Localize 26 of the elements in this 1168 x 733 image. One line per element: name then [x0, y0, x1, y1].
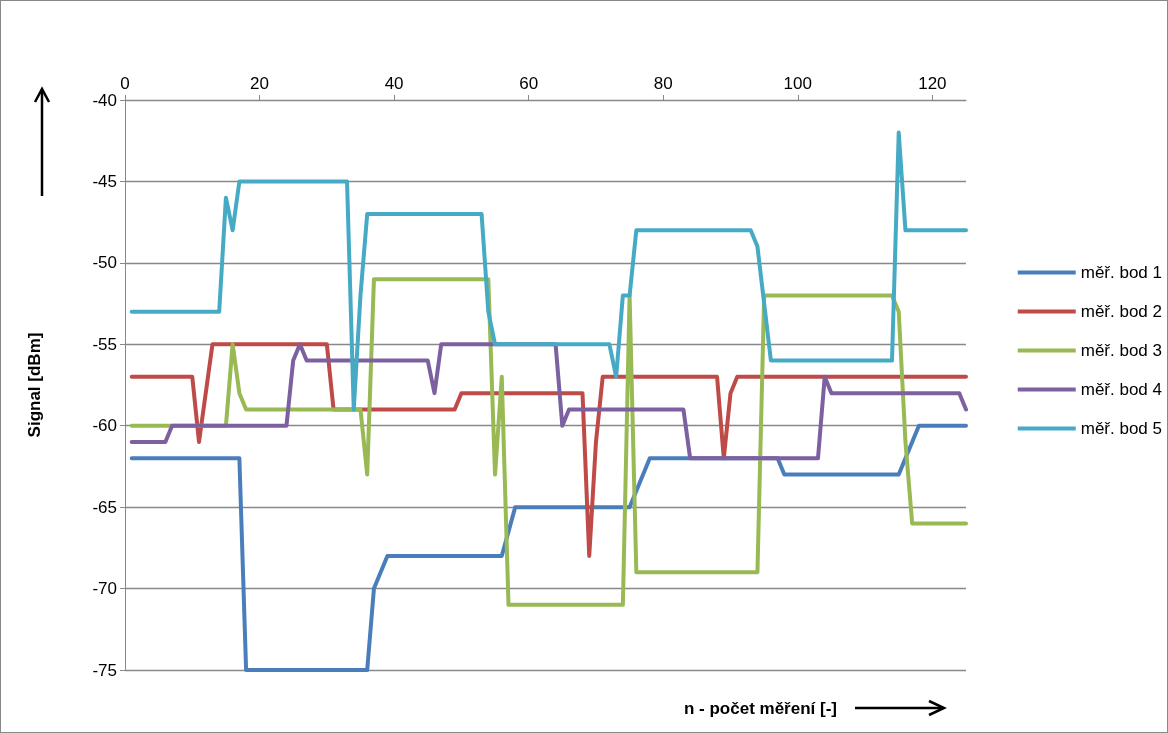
line-series: [129, 342, 968, 461]
y-tick-label: -65: [92, 497, 117, 517]
y-tick-label: -55: [92, 334, 117, 354]
legend-label: měř. bod 5: [1080, 419, 1162, 438]
y-tick-label: -50: [92, 253, 117, 273]
x-tick-label: 100: [783, 74, 812, 93]
x-tick-label: 60: [519, 74, 539, 93]
line-series: [129, 277, 968, 607]
y-tick-label: -60: [92, 416, 117, 436]
y-tick-label: -70: [92, 579, 117, 599]
x-tick-label: 40: [384, 74, 404, 93]
x-tick-label: 0: [120, 74, 130, 93]
x-tick-label: 20: [250, 74, 270, 93]
y-tick-label: -45: [92, 171, 117, 191]
y-axis-title: Signal [dBm]: [25, 332, 44, 438]
legend-label: měř. bod 3: [1080, 341, 1162, 360]
x-tick-label: 120: [918, 74, 947, 93]
line-series: [129, 342, 968, 558]
line-series: [129, 130, 968, 412]
legend-label: měř. bod 4: [1080, 380, 1162, 399]
y-tick-label: -40: [92, 90, 117, 110]
y-tick-label: -75: [92, 660, 117, 680]
legend-label: měř. bod 1: [1080, 263, 1162, 282]
x-tick-label: 80: [653, 74, 673, 93]
legend-label: měř. bod 2: [1080, 302, 1162, 321]
x-axis-title: n - počet měření [-]: [683, 699, 838, 718]
